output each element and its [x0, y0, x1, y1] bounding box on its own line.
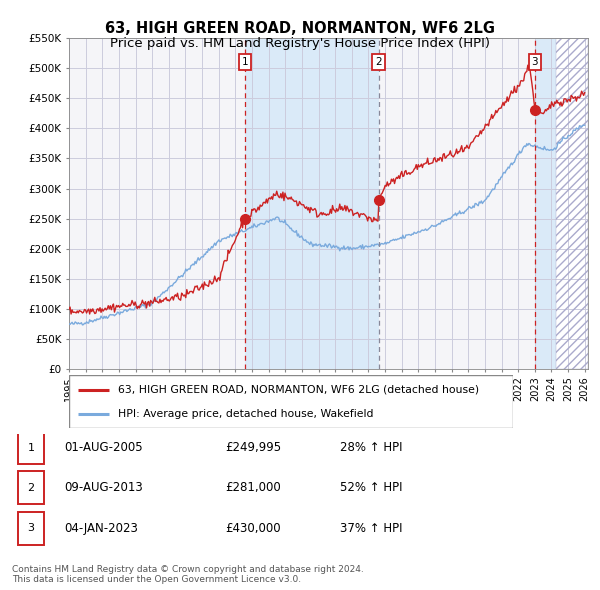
- Bar: [18, 512, 44, 545]
- Text: 63, HIGH GREEN ROAD, NORMANTON, WF6 2LG (detached house): 63, HIGH GREEN ROAD, NORMANTON, WF6 2LG …: [118, 385, 479, 395]
- Text: 3: 3: [28, 523, 35, 533]
- Text: £430,000: £430,000: [225, 522, 281, 535]
- Bar: [245, 38, 379, 369]
- Bar: [18, 471, 44, 504]
- Text: Contains HM Land Registry data © Crown copyright and database right 2024.
This d: Contains HM Land Registry data © Crown c…: [12, 565, 364, 584]
- Bar: [18, 431, 44, 464]
- Text: Price paid vs. HM Land Registry's House Price Index (HPI): Price paid vs. HM Land Registry's House …: [110, 37, 490, 50]
- Text: 09-AUG-2013: 09-AUG-2013: [64, 481, 143, 494]
- Text: £249,995: £249,995: [225, 441, 281, 454]
- Text: 01-AUG-2005: 01-AUG-2005: [64, 441, 142, 454]
- Text: 52% ↑ HPI: 52% ↑ HPI: [340, 481, 403, 494]
- Text: 1: 1: [242, 57, 248, 67]
- Bar: [556, 38, 588, 369]
- Text: 04-JAN-2023: 04-JAN-2023: [64, 522, 138, 535]
- Text: HPI: Average price, detached house, Wakefield: HPI: Average price, detached house, Wake…: [118, 409, 373, 419]
- Text: 1: 1: [28, 443, 35, 453]
- Text: 3: 3: [532, 57, 538, 67]
- Text: 37% ↑ HPI: 37% ↑ HPI: [340, 522, 403, 535]
- Text: 63, HIGH GREEN ROAD, NORMANTON, WF6 2LG: 63, HIGH GREEN ROAD, NORMANTON, WF6 2LG: [105, 21, 495, 35]
- Text: 2: 2: [375, 57, 382, 67]
- Text: 28% ↑ HPI: 28% ↑ HPI: [340, 441, 403, 454]
- Bar: [535, 38, 556, 369]
- Text: £281,000: £281,000: [225, 481, 281, 494]
- Text: 2: 2: [28, 483, 35, 493]
- Bar: [556, 38, 588, 369]
